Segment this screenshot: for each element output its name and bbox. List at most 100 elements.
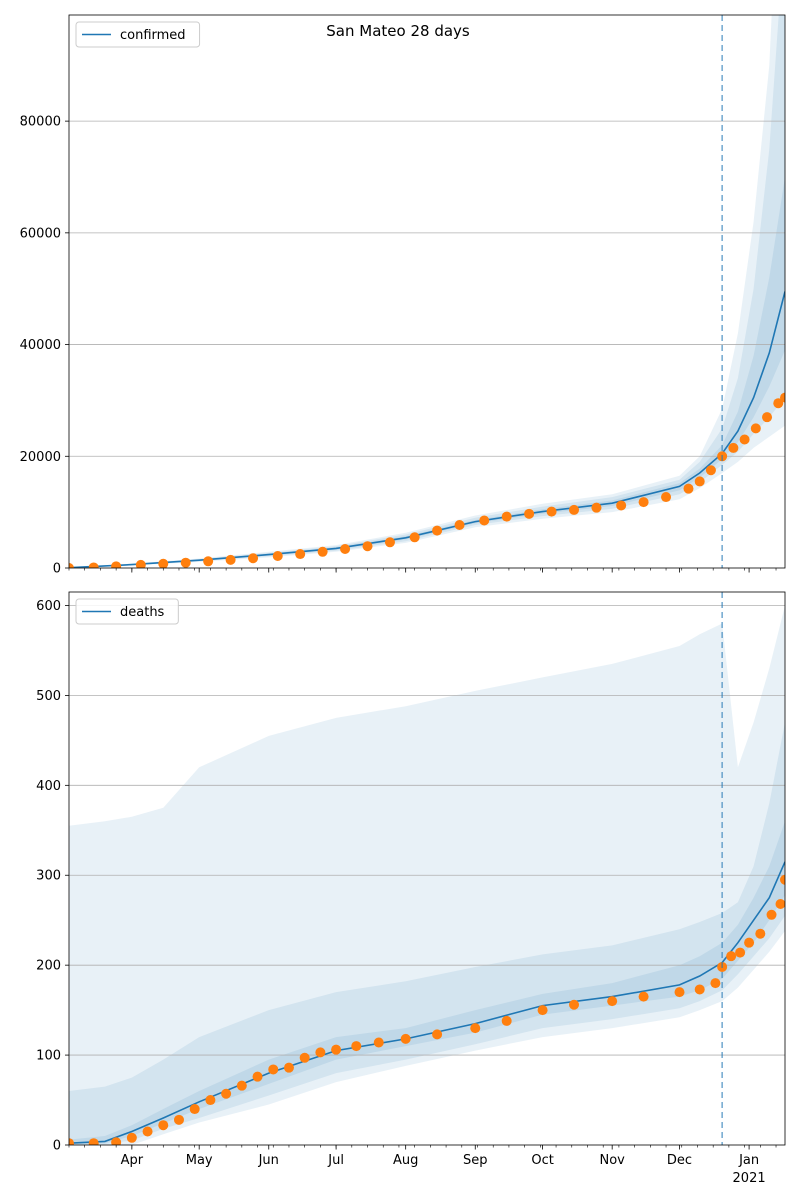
month-label: Sep [463, 1153, 488, 1168]
deaths-observed-point [299, 1052, 310, 1063]
confirmed-observed-point [638, 497, 649, 508]
deaths-observed-point [189, 1104, 200, 1115]
y-tick-label: 300 [36, 869, 61, 884]
uncertainty-band-3 [69, 177, 785, 568]
uncertainty-band-3 [69, 821, 785, 1145]
deaths-model-line [69, 861, 785, 1144]
deaths-observed-point [236, 1080, 247, 1091]
confirmed-axes: 0 20000 40000 60000 80000 [20, 14, 786, 577]
confirmed-observed-point [728, 442, 739, 453]
confirmed-model-line [69, 291, 785, 568]
month-tick-labels: Apr May Jun Jul Aug Sep Oct Nov Dec Jan 2021 [121, 1153, 766, 1186]
deaths-observed-point [775, 899, 785, 910]
confirmed-model-line [69, 291, 785, 568]
deaths-observed-point [726, 951, 737, 962]
deaths-observed-point [69, 1138, 74, 1145]
deaths-observed-point [373, 1037, 384, 1048]
deaths-observed-point [710, 978, 721, 989]
confirmed-observed-point [750, 423, 761, 434]
deaths-observed-point [268, 1064, 279, 1075]
confirmed-observed-point [479, 515, 490, 526]
confirmed-observed-points [69, 392, 785, 568]
deaths-observed-point [470, 1023, 481, 1034]
confirmed-observed-point [409, 532, 420, 543]
y-tick-label: 200 [36, 959, 61, 974]
confirmed-observed-point [248, 553, 259, 564]
deaths-legend: deaths [75, 598, 179, 625]
month-label: Jun [258, 1153, 279, 1168]
legend-box [75, 598, 179, 625]
confirmed-observed-point [180, 557, 191, 568]
confirmed-legend: confirmed [75, 21, 201, 48]
y-tick-label: 0 [53, 1139, 61, 1154]
y-tick-label: 60000 [20, 226, 61, 241]
month-label: Jul [327, 1153, 344, 1168]
uncertainty-band-2 [69, 722, 785, 1145]
year-label: 2021 [733, 1171, 766, 1186]
confirmed-observed-point [546, 506, 557, 517]
y-tick-label: 0 [53, 562, 61, 577]
deaths-observed-point [126, 1132, 137, 1143]
confirmed-observed-point [88, 562, 99, 568]
deaths-observed-point [221, 1088, 232, 1099]
y-tick-label: 600 [36, 599, 61, 614]
confirmed-observed-point [295, 549, 306, 560]
deaths-observed-point [432, 1029, 443, 1040]
deaths-observed-point [142, 1126, 153, 1137]
deaths-gridlines [69, 605, 785, 1056]
month-label: Jan [738, 1153, 759, 1168]
deaths-observed-point [674, 987, 685, 998]
confirmed-observed-point [225, 554, 236, 565]
deaths-axes: 0 100 200 300 400 500 600 [36, 591, 786, 1154]
month-label: May [186, 1153, 213, 1168]
axes-frame [68, 591, 786, 1146]
confirmed-observed-point [135, 559, 146, 568]
confirmed-observed-point [569, 504, 580, 515]
deaths-observed-point [173, 1114, 184, 1125]
confirmed-observed-point [524, 508, 535, 519]
confirmed-observed-point [616, 500, 627, 511]
deaths-observed-point [400, 1033, 411, 1044]
confirmed-observed-point [272, 550, 283, 561]
confirmed-observed-point [69, 563, 74, 568]
deaths-observed-point [755, 928, 766, 939]
confirmed-observed-point [111, 561, 122, 568]
deaths-observed-point [283, 1062, 294, 1073]
confirmed-observed-point [591, 502, 602, 513]
y-tick-label: 40000 [20, 338, 61, 353]
deaths-observed-point [88, 1138, 99, 1145]
confirmed-observed-point [432, 525, 443, 536]
confirmed-observed-point [454, 519, 465, 530]
deaths-observed-point [607, 996, 618, 1007]
deaths-observed-point [331, 1044, 342, 1055]
axes-frame [68, 14, 786, 569]
y-tick-label: 500 [36, 689, 61, 704]
deaths-observed-point [111, 1137, 122, 1145]
confirmed-observed-point [203, 556, 214, 567]
deaths-observed-point [638, 991, 649, 1002]
y-tick-label: 400 [36, 779, 61, 794]
month-label: Apr [121, 1153, 144, 1168]
confirmed-gridlines [69, 120, 785, 457]
deaths-model-line [69, 861, 785, 1144]
confirmed-observed-point [762, 412, 773, 423]
confirmed-observed-point [340, 544, 351, 555]
confirmed-panel: 0 20000 40000 60000 80000 confirmed [20, 14, 786, 577]
confirmed-observed-point [739, 434, 750, 445]
deaths-observed-point [537, 1005, 548, 1016]
legend-label: deaths [120, 605, 165, 620]
figure-title: San Mateo 28 days [326, 22, 470, 40]
y-tick-label: 100 [36, 1049, 61, 1064]
deaths-observed-point [569, 999, 580, 1010]
deaths-panel: 0 100 200 300 400 500 600 Apr May Jun Jul Aug Sep Oc… [36, 591, 786, 1186]
deaths-observed-point [694, 984, 705, 995]
month-label: Aug [393, 1153, 418, 1168]
deaths-observed-point [252, 1071, 263, 1082]
deaths-observed-point [766, 909, 777, 920]
confirmed-observed-point [362, 541, 373, 552]
deaths-observed-point [744, 937, 755, 948]
y-tick-label: 20000 [20, 450, 61, 465]
deaths-observed-points [69, 874, 785, 1145]
confirmed-uncertainty-bands [69, 15, 785, 568]
